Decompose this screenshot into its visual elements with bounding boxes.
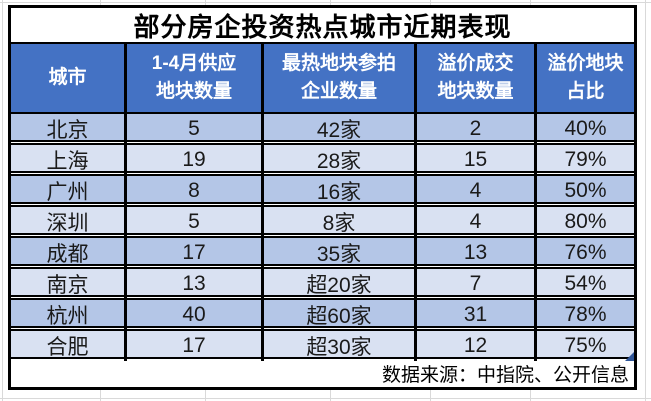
header-line: 1-4月供应	[151, 53, 237, 75]
cell-bidders: 超20家	[261, 269, 414, 299]
cell-supply: 5	[124, 114, 261, 144]
cell-corner-marker-icon	[625, 352, 634, 361]
cell-premium-ratio: 78%	[534, 300, 634, 330]
cell-premium-deals: 7	[414, 269, 534, 299]
cell-city: 上海	[46, 150, 89, 173]
table-row-shenzhen: 深圳 5 8家 4 80%	[11, 205, 634, 237]
column-header-premium-ratio: 溢价地块 占比	[534, 44, 634, 112]
sheet-gridline	[2, 0, 3, 401]
cell-city: 北京	[46, 119, 89, 142]
header-line: 企业数量	[300, 81, 377, 102]
cell-premium-ratio: 75%	[534, 331, 634, 361]
cell-bidders: 8家	[261, 207, 414, 237]
cell-bidders: 28家	[261, 145, 414, 175]
header-line: 占比	[566, 81, 605, 102]
table-row-guangzhou: 广州 8 16家 4 50%	[11, 174, 634, 206]
cell-premium-deals: 15	[414, 145, 534, 175]
cell-premium-ratio: 79%	[534, 145, 634, 175]
table-row-hangzhou: 杭州 40 超60家 31 78%	[11, 298, 634, 330]
cell-premium-deals: 2	[414, 114, 534, 144]
cell-bidders: 超60家	[261, 300, 414, 330]
cell-premium-deals: 4	[414, 207, 534, 237]
cell-supply: 8	[124, 176, 261, 206]
header-line: 溢价地块	[547, 53, 624, 75]
cell-bidders: 35家	[261, 238, 414, 268]
cell-city: 深圳	[46, 212, 89, 235]
data-table: 部分房企投资热点城市近期表现 城市 1-4月供应 地块数量 最热地块参拍 企业数量 …	[8, 5, 637, 390]
table-title: 部分房企投资热点城市近期表现	[11, 8, 634, 44]
column-header-premium-deals: 溢价成交 地块数量	[414, 44, 534, 112]
cell-supply: 19	[124, 145, 261, 175]
header-line: 地块数量	[155, 81, 232, 102]
cell-premium-ratio: 50%	[534, 176, 634, 206]
cell-premium-deals: 31	[414, 300, 534, 330]
table-row-shanghai: 上海 19 28家 15 79%	[11, 143, 634, 175]
cell-premium-deals: 12	[414, 331, 534, 361]
sheet-gridline	[0, 2, 651, 3]
column-header-supply: 1-4月供应 地块数量	[124, 44, 261, 112]
source-note: 数据来源：中指院、公开信息	[11, 359, 634, 387]
cell-supply: 13	[124, 269, 261, 299]
cell-city: 南京	[46, 274, 89, 297]
table-row-nanjing: 南京 13 超20家 7 54%	[11, 267, 634, 299]
column-header-city: 城市	[11, 44, 124, 112]
cell-premium-ratio: 54%	[534, 269, 634, 299]
cell-premium-ratio: 76%	[534, 238, 634, 268]
cell-city: 合肥	[46, 336, 89, 359]
table-row-hefei: 合肥 17 超30家 12 75%	[11, 329, 634, 361]
table-header-row: 城市 1-4月供应 地块数量 最热地块参拍 企业数量 溢价成交 地块数量 溢价地块 占比	[11, 44, 634, 114]
sheet-gridline	[645, 0, 646, 401]
cell-premium-ratio: 40%	[534, 114, 634, 144]
cell-city: 广州	[46, 181, 89, 204]
cell-bidders: 16家	[261, 176, 414, 206]
header-line: 溢价成交	[437, 53, 514, 75]
cell-supply: 5	[124, 207, 261, 237]
sheet-gridline	[0, 398, 651, 399]
column-header-bidders: 最热地块参拍 企业数量	[261, 44, 414, 112]
table-row-beijing: 北京 5 42家 2 40%	[11, 114, 634, 144]
cell-supply: 40	[124, 300, 261, 330]
cell-bidders: 42家	[261, 114, 414, 144]
cell-supply: 17	[124, 238, 261, 268]
table-row-chengdu: 成都 17 35家 13 76%	[11, 236, 634, 268]
cell-supply: 17	[124, 331, 261, 361]
cell-premium-deals: 4	[414, 176, 534, 206]
cell-city: 杭州	[46, 305, 89, 328]
cell-premium-ratio: 80%	[534, 207, 634, 237]
header-line: 最热地块参拍	[281, 53, 396, 75]
cell-city: 成都	[46, 243, 89, 266]
cell-premium-deals: 13	[414, 238, 534, 268]
cell-bidders: 超30家	[261, 331, 414, 361]
header-line: 地块数量	[437, 81, 514, 102]
header-line: 城市	[48, 67, 87, 89]
